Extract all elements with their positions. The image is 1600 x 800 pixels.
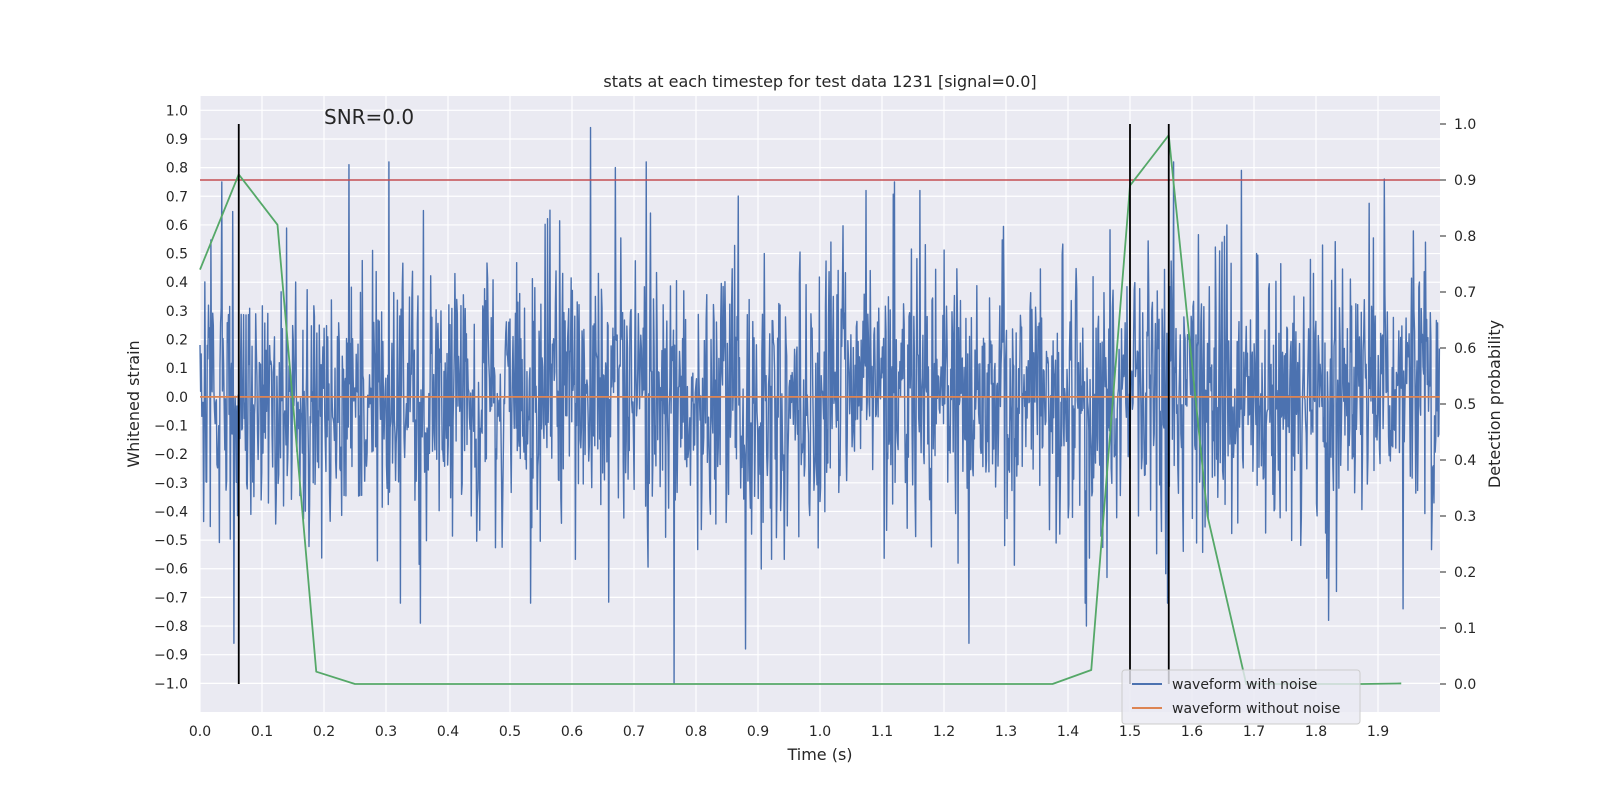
y-axis-left: 1.0 0.9 0.8 0.7 0.6 0.5 0.4 0.3 0.2 0.1 0.0 −0.1 −0.… [154, 103, 188, 692]
y-tick-label: 0.9 [166, 132, 188, 148]
y-tick-label: −0.3 [154, 476, 188, 492]
x-tick-label: 1.9 [1367, 724, 1389, 740]
legend-label-waveform-without-noise: waveform without noise [1172, 701, 1340, 717]
y-tick-label: 0.0 [166, 390, 188, 406]
x-tick-label: 0.4 [437, 724, 459, 740]
y2-tick-label: 1.0 [1454, 117, 1476, 133]
x-tick-label: 0.0 [189, 724, 211, 740]
x-tick-label: 1.6 [1181, 724, 1203, 740]
x-tick-label: 0.5 [499, 724, 521, 740]
x-tick-label: 1.7 [1243, 724, 1265, 740]
y-tick-label: 0.2 [166, 333, 188, 349]
x-tick-label: 0.6 [561, 724, 583, 740]
x-tick-label: 1.8 [1305, 724, 1327, 740]
legend-label-waveform-with-noise: waveform with noise [1172, 677, 1317, 693]
x-tick-label: 0.1 [251, 724, 273, 740]
x-tick-label: 1.3 [995, 724, 1017, 740]
y-tick-label: 0.7 [166, 189, 188, 205]
y-tick-label: −1.0 [154, 676, 188, 692]
y-tick-label: −0.2 [154, 447, 188, 463]
series-detection-probability [199, 134, 1402, 685]
y-tick-label: 0.1 [166, 361, 188, 377]
y2-tick-label: 0.4 [1454, 453, 1476, 469]
y-tick-label: −0.7 [154, 590, 188, 606]
y-tick-label: −0.6 [154, 562, 188, 578]
snr-annotation: SNR=0.0 [324, 105, 414, 129]
x-tick-label: 1.0 [809, 724, 831, 740]
y2-tick-label: 0.5 [1454, 397, 1476, 413]
legend-box [1121, 669, 1361, 725]
y-tick-label: 0.3 [166, 304, 188, 320]
y2-tick-label: 0.7 [1454, 285, 1476, 301]
y-tick-label: 0.6 [166, 218, 188, 234]
y2-tick-label: 0.6 [1454, 341, 1476, 357]
y-tick-label: 1.0 [166, 103, 188, 119]
y2-tick-label: 0.1 [1454, 621, 1476, 637]
x-tick-label: 0.9 [747, 724, 769, 740]
x-tick-label: 0.7 [623, 724, 645, 740]
y-tick-label: 0.5 [166, 247, 188, 263]
x-axis-label: Time (s) [786, 745, 852, 764]
y-tick-label: −0.8 [154, 619, 188, 635]
x-axis: 0.0 0.1 0.2 0.3 0.4 0.5 0.6 0.7 0.8 0.9 1.0 1.1 1.2 1… [189, 724, 1389, 740]
y2-axis-label: Detection probability [1485, 320, 1504, 488]
y2-tick-label: 0.3 [1454, 509, 1476, 525]
x-tick-label: 1.1 [871, 724, 893, 740]
grid [199, 96, 1440, 712]
y-tick-label: −0.1 [154, 418, 188, 434]
series-waveform-with-noise [199, 126, 1441, 685]
y-tick-label: −0.5 [154, 533, 188, 549]
chart-title: stats at each timestep for test data 123… [603, 72, 1036, 91]
y-axis-right: 1.0 0.9 0.8 0.7 0.6 0.5 0.4 0.3 0.2 0.1 0.0 [1440, 117, 1476, 693]
x-tick-label: 0.2 [313, 724, 335, 740]
y-axis-label: Whitened strain [124, 340, 143, 467]
y-tick-label: −0.9 [154, 648, 188, 664]
x-tick-label: 1.4 [1057, 724, 1079, 740]
x-tick-label: 0.8 [685, 724, 707, 740]
y-tick-label: 0.8 [166, 161, 188, 177]
x-tick-label: 1.5 [1119, 724, 1141, 740]
x-tick-label: 1.2 [933, 724, 955, 740]
y-tick-label: 0.4 [166, 275, 188, 291]
y2-tick-label: 0.0 [1454, 677, 1476, 693]
y2-tick-label: 0.8 [1454, 229, 1476, 245]
x-tick-label: 0.3 [375, 724, 397, 740]
legend: waveform with noise waveform without noi… [1121, 669, 1361, 725]
plot-area [199, 124, 1441, 685]
y2-tick-label: 0.2 [1454, 565, 1476, 581]
y2-tick-label: 0.9 [1454, 173, 1476, 189]
y-tick-label: −0.4 [154, 504, 188, 520]
